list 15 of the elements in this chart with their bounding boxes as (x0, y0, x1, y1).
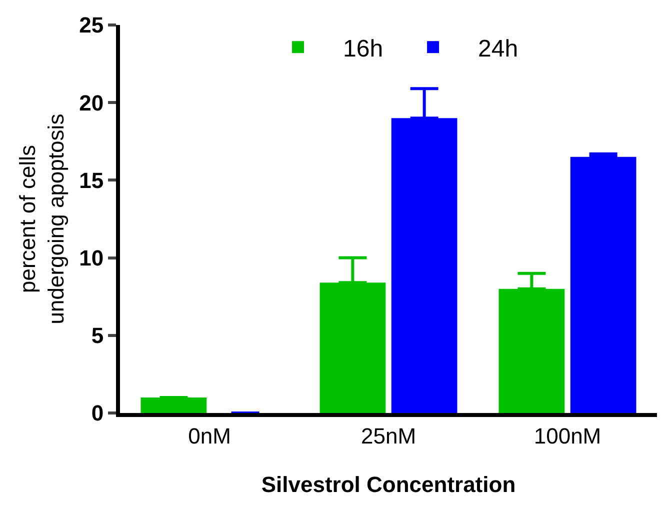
y-tick-label: 0 (91, 400, 104, 426)
y-tick-label: 10 (79, 246, 104, 270)
legend-label: 16h (343, 35, 384, 62)
y-tick-label: 5 (91, 323, 104, 348)
x-tick-label: 0nM (188, 423, 231, 448)
x-tick-label: 25nM (360, 423, 416, 448)
y-tick-label: 20 (79, 90, 104, 116)
x-tick-label: 100nM (534, 423, 602, 448)
y-axis-title: percent of cells undergoing apoptosis (14, 114, 68, 324)
x-axis-title: Silvestrol Concentration (261, 472, 516, 497)
bar (570, 156, 636, 413)
legend-label: 24h (478, 35, 518, 62)
bar (140, 397, 207, 413)
y-tick-label: 25 (79, 12, 104, 38)
y-tick-label: 15 (79, 168, 104, 193)
